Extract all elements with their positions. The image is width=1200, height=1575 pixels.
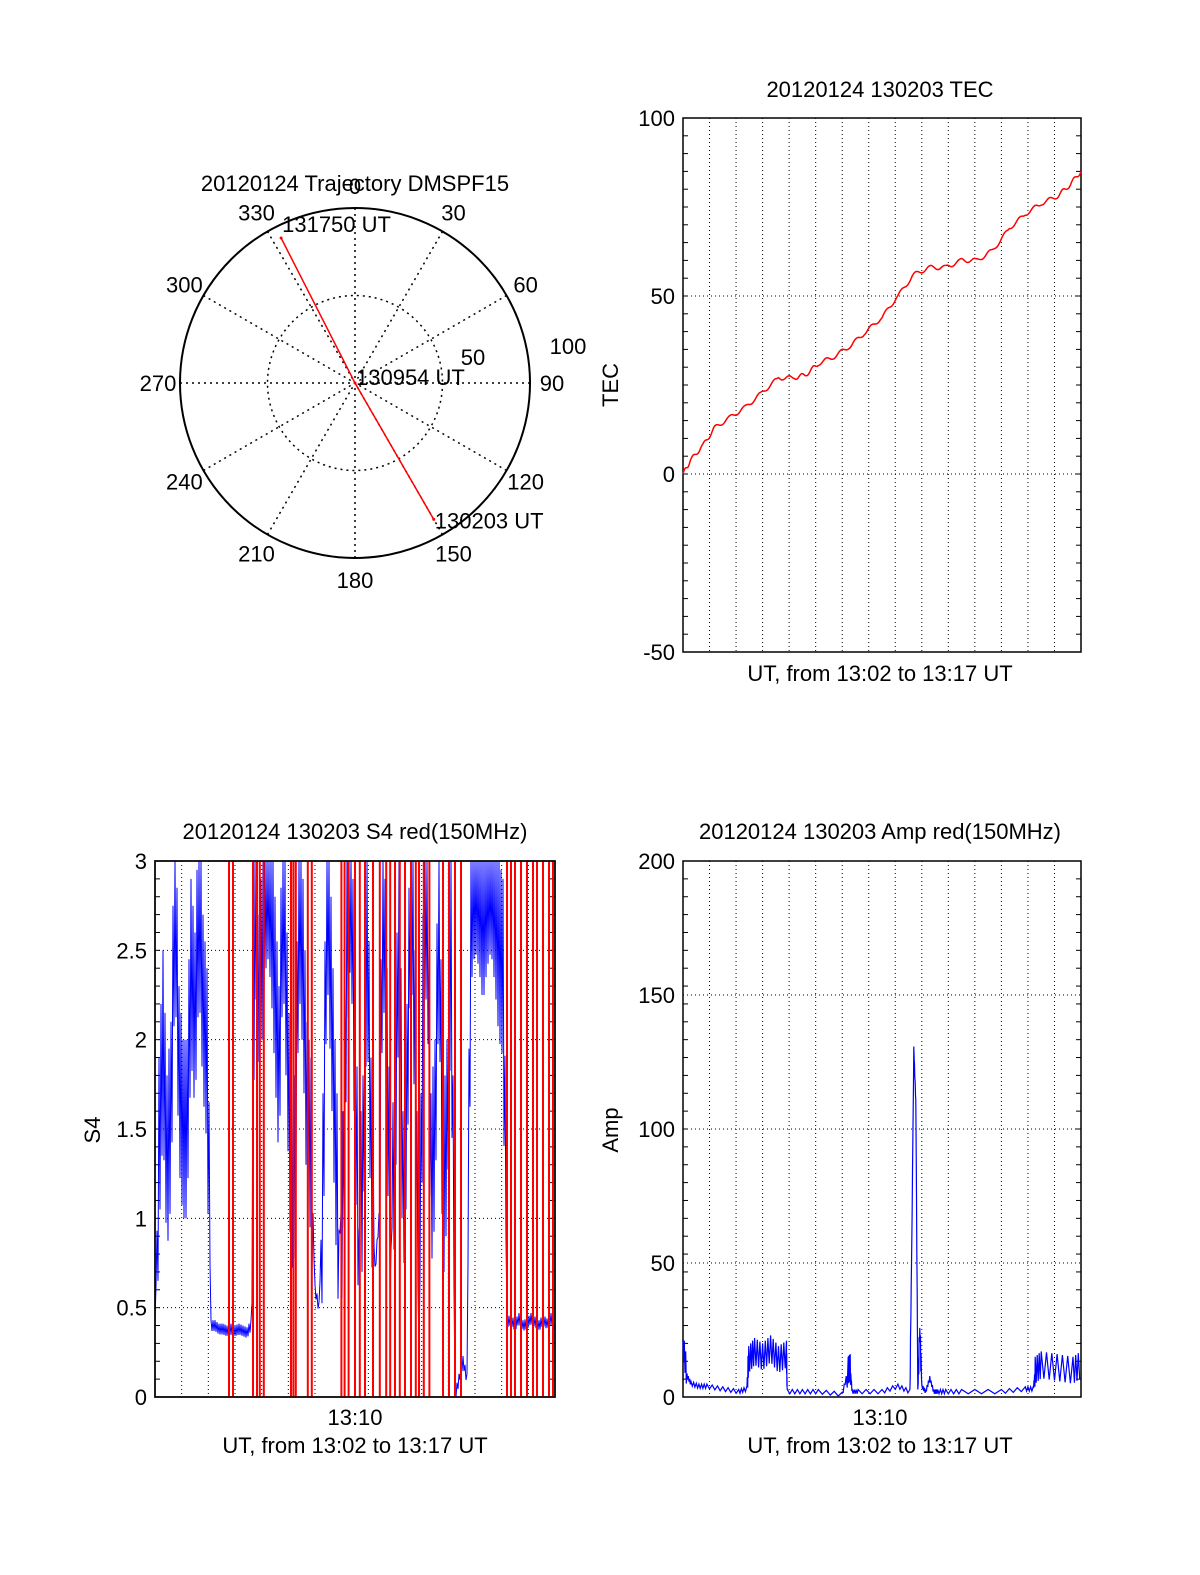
- polar-angle-label: 270: [140, 371, 177, 396]
- polar-angle-label: 90: [540, 371, 564, 396]
- trajectory-label: 131750 UT: [282, 212, 391, 237]
- polar-trajectory: 131750 UT 130954 UT 130203 UT: [279, 212, 544, 533]
- y-tick-label: 0: [663, 462, 675, 487]
- plot-frame: [682, 860, 1082, 1398]
- tec-series-line: [682, 171, 1082, 475]
- y-tick-label: 0.5: [116, 1296, 147, 1321]
- polar-angle-label: 180: [337, 568, 374, 593]
- amp-xlabel: UT, from 13:02 to 13:17 UT: [747, 1433, 1012, 1458]
- polar-angle-label: 300: [166, 273, 203, 298]
- s4-panel: 20120124 130203 S4 red(150MHz) 13:10 UT,…: [80, 819, 556, 1458]
- polar-angle-label: 0: [349, 174, 361, 199]
- polar-angle-label: 60: [513, 273, 537, 298]
- y-tick-label: -50: [643, 640, 675, 665]
- amp-title: 20120124 130203 Amp red(150MHz): [699, 819, 1061, 844]
- plot-frame: [154, 860, 556, 1398]
- tec-panel: 20120124 130203 TEC UT, from 13:02 to 13…: [598, 77, 1082, 686]
- polar-angle-label: 150: [435, 542, 472, 567]
- s4-xlabel: UT, from 13:02 to 13:17 UT: [222, 1433, 487, 1458]
- polar-title: 20120124 Trajectory DMSPF15: [201, 171, 509, 196]
- tec-xlabel: UT, from 13:02 to 13:17 UT: [747, 661, 1012, 686]
- trajectory-point: [432, 517, 436, 521]
- y-tick-label: 100: [638, 106, 675, 131]
- y-tick-label: 150: [638, 983, 675, 1008]
- tec-ylabel: TEC: [598, 363, 623, 407]
- plot-frame: [682, 117, 1082, 653]
- y-tick-label: 0: [663, 1385, 675, 1410]
- polar-angle-labels: 0 30 60 90 120 150 180 210 240 270 300 330 50 100: [140, 174, 587, 593]
- trajectory-label: 130954 UT: [356, 365, 465, 390]
- amp-ylabel: Amp: [598, 1107, 623, 1152]
- s4-ylabel: S4: [80, 1117, 105, 1144]
- polar-angle-label: 120: [507, 470, 544, 495]
- polar-inner-ring: [266, 294, 444, 472]
- amp-series-line: [682, 1046, 1081, 1397]
- polar-angle-label: 240: [166, 470, 203, 495]
- s4-title: 20120124 130203 S4 red(150MHz): [183, 819, 528, 844]
- polar-angle-label: 30: [441, 200, 465, 225]
- polar-angle-label: 330: [238, 200, 275, 225]
- polar-ring-label: 50: [461, 345, 485, 370]
- grid: [683, 860, 1081, 1398]
- y-tick-label: 2.5: [116, 938, 147, 963]
- amp-panel: 20120124 130203 Amp red(150MHz) 13:10 UT…: [598, 819, 1082, 1458]
- y-tick-label: 1.5: [116, 1117, 147, 1142]
- y-tick-label: 3: [135, 849, 147, 874]
- tec-title: 20120124 130203 TEC: [766, 77, 993, 102]
- y-tick-label: 100: [638, 1117, 675, 1142]
- s4-xtick: 13:10: [327, 1405, 382, 1430]
- polar-trajectory-panel: 20120124 Trajectory DMSPF15 0 30 60 90 120 15…: [140, 171, 587, 593]
- trajectory-point: [279, 236, 283, 240]
- amp-xtick: 13:10: [852, 1405, 907, 1430]
- y-tick-label: 1: [135, 1206, 147, 1231]
- trajectory-label: 130203 UT: [435, 508, 544, 533]
- grid: [683, 117, 1081, 653]
- y-tick-label: 50: [651, 284, 675, 309]
- y-tick-label: 0: [135, 1385, 147, 1410]
- polar-angle-label: 210: [238, 542, 275, 567]
- trajectory-point: [353, 381, 357, 385]
- polar-ring-label: 100: [550, 334, 587, 359]
- y-tick-label: 50: [651, 1251, 675, 1276]
- y-tick-label: 2: [135, 1028, 147, 1053]
- y-tick-label: 200: [638, 849, 675, 874]
